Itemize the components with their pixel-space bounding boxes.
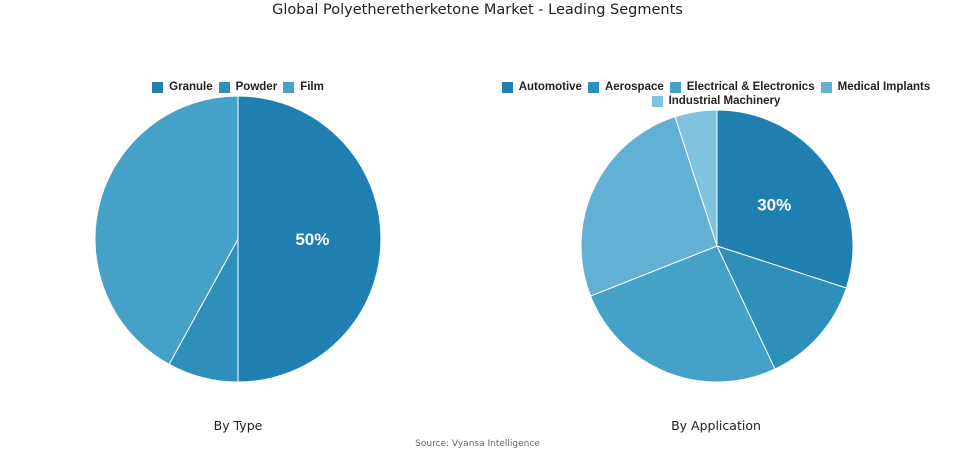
legend-label: Industrial Machinery [668,95,781,107]
legend-label: Medical Implants [837,81,931,93]
legend-label: Electrical & Electronics [686,81,815,93]
caption-by-type: By Type [213,418,263,433]
legend-swatch [283,81,295,93]
legend-swatch [820,81,832,93]
pie-chart-by-type: 50% [94,95,382,383]
pie-slice-aerospace[interactable] [716,245,847,370]
data-label: 50% [295,230,329,249]
legend-swatch [669,81,681,93]
pie-slice-industrial-machinery[interactable] [674,109,718,247]
pie-slice-automotive[interactable] [716,109,854,289]
legend-label: Aerospace [604,81,664,93]
pie-slice-medical-implants[interactable] [580,116,718,297]
legend-item[interactable]: Industrial Machinery [651,94,781,108]
pie-chart-by-application: 30% [580,109,854,383]
chart-title: Global Polyetheretherketone Market - Lea… [272,2,683,18]
legend-label: Granule [169,81,213,93]
legend-item[interactable]: Powder [218,80,278,94]
legend-by-application: Automotive Aerospace Electrical & Electron… [490,80,942,108]
legend-by-type: Granule Powder Film [100,80,376,94]
legend-item[interactable]: Automotive [501,80,582,94]
legend-item[interactable]: Medical Implants [820,80,931,94]
legend-item[interactable]: Granule [152,80,213,94]
pie-slice-electrical-electronics[interactable] [589,245,776,383]
legend-swatch [651,95,663,107]
legend-item[interactable]: Electrical & Electronics [669,80,815,94]
legend-swatch [587,81,599,93]
legend-item[interactable]: Film [283,80,324,94]
legend-swatch [218,81,230,93]
legend-label: Powder [235,81,278,93]
legend-label: Film [300,81,324,93]
legend-swatch [501,81,513,93]
legend-label: Automotive [518,81,582,93]
pie-slice-film[interactable] [94,95,239,365]
legend-item[interactable]: Aerospace [587,80,664,94]
caption-by-application: By Application [671,418,761,433]
data-label: 30% [757,195,791,214]
pie-slice-granule[interactable] [237,95,382,383]
legend-swatch [152,81,164,93]
source-note: Source: Vyansa Intelligence [415,439,540,449]
